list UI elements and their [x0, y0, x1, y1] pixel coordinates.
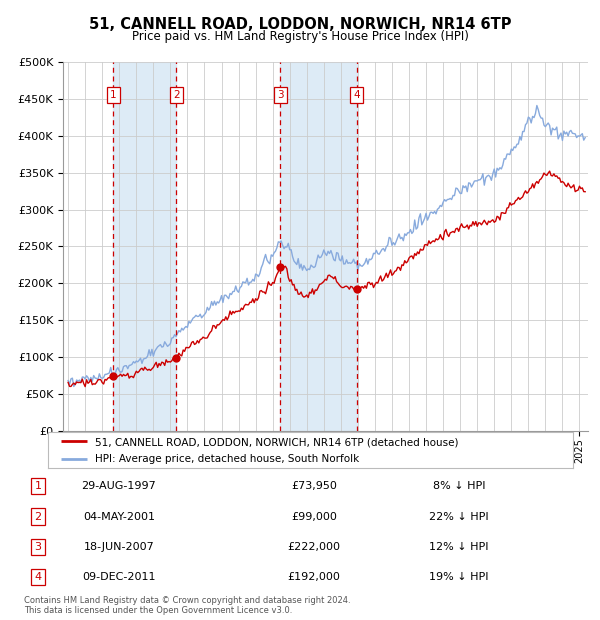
Text: HPI: Average price, detached house, South Norfolk: HPI: Average price, detached house, Sout…	[95, 454, 359, 464]
Text: 2: 2	[173, 90, 179, 100]
Text: £222,000: £222,000	[287, 542, 341, 552]
Text: 29-AUG-1997: 29-AUG-1997	[82, 481, 156, 491]
Text: Price paid vs. HM Land Registry's House Price Index (HPI): Price paid vs. HM Land Registry's House …	[131, 30, 469, 43]
Text: 22% ↓ HPI: 22% ↓ HPI	[430, 512, 489, 521]
Text: 3: 3	[34, 542, 41, 552]
Text: £192,000: £192,000	[288, 572, 341, 582]
Text: 4: 4	[353, 90, 360, 100]
Text: 51, CANNELL ROAD, LODDON, NORWICH, NR14 6TP: 51, CANNELL ROAD, LODDON, NORWICH, NR14 …	[89, 17, 511, 32]
Bar	[280, 62, 357, 431]
Bar	[113, 62, 176, 431]
Text: 3: 3	[277, 90, 284, 100]
Text: £73,950: £73,950	[291, 481, 337, 491]
Text: This data is licensed under the Open Government Licence v3.0.: This data is licensed under the Open Gov…	[24, 606, 292, 615]
Text: Contains HM Land Registry data © Crown copyright and database right 2024.: Contains HM Land Registry data © Crown c…	[24, 596, 350, 606]
Text: 12% ↓ HPI: 12% ↓ HPI	[430, 542, 489, 552]
Text: 04-MAY-2001: 04-MAY-2001	[83, 512, 155, 521]
Text: 51, CANNELL ROAD, LODDON, NORWICH, NR14 6TP (detached house): 51, CANNELL ROAD, LODDON, NORWICH, NR14 …	[95, 437, 459, 447]
Text: 18-JUN-2007: 18-JUN-2007	[83, 542, 154, 552]
Text: 8% ↓ HPI: 8% ↓ HPI	[433, 481, 485, 491]
Text: 09-DEC-2011: 09-DEC-2011	[82, 572, 155, 582]
Text: £99,000: £99,000	[291, 512, 337, 521]
Text: 19% ↓ HPI: 19% ↓ HPI	[430, 572, 489, 582]
Text: 1: 1	[110, 90, 117, 100]
Text: 1: 1	[34, 481, 41, 491]
Text: 4: 4	[34, 572, 41, 582]
Text: 2: 2	[34, 512, 41, 521]
